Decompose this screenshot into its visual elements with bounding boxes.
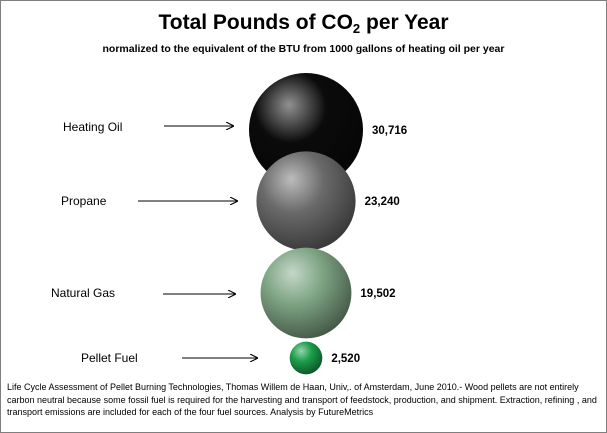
category-label-propane: Propane bbox=[61, 194, 107, 208]
value-label-propane: 23,240 bbox=[365, 196, 400, 208]
footnote: Life Cycle Assessment of Pellet Burning … bbox=[7, 382, 597, 417]
value-label-pellet-fuel: 2,520 bbox=[331, 353, 360, 365]
bubble-chart: Heating Oil 30,716 Propane 23,240 Natural Ga… bbox=[51, 73, 407, 375]
chart-title: Total Pounds of CO2 per Year bbox=[158, 11, 449, 36]
category-label-heating-oil: Heating Oil bbox=[63, 120, 122, 134]
bubble-pellet-fuel bbox=[289, 341, 323, 375]
bubble-heating-oil bbox=[249, 73, 363, 187]
bubble-propane bbox=[256, 151, 356, 251]
value-label-heating-oil: 30,716 bbox=[372, 125, 407, 137]
bubble-natural-gas bbox=[260, 247, 352, 339]
value-label-natural-gas: 19,502 bbox=[360, 288, 395, 300]
chart-subtitle: normalized to the equivalent of the BTU … bbox=[102, 43, 505, 55]
category-label-pellet-fuel: Pellet Fuel bbox=[81, 351, 138, 365]
category-label-natural-gas: Natural Gas bbox=[51, 286, 115, 300]
